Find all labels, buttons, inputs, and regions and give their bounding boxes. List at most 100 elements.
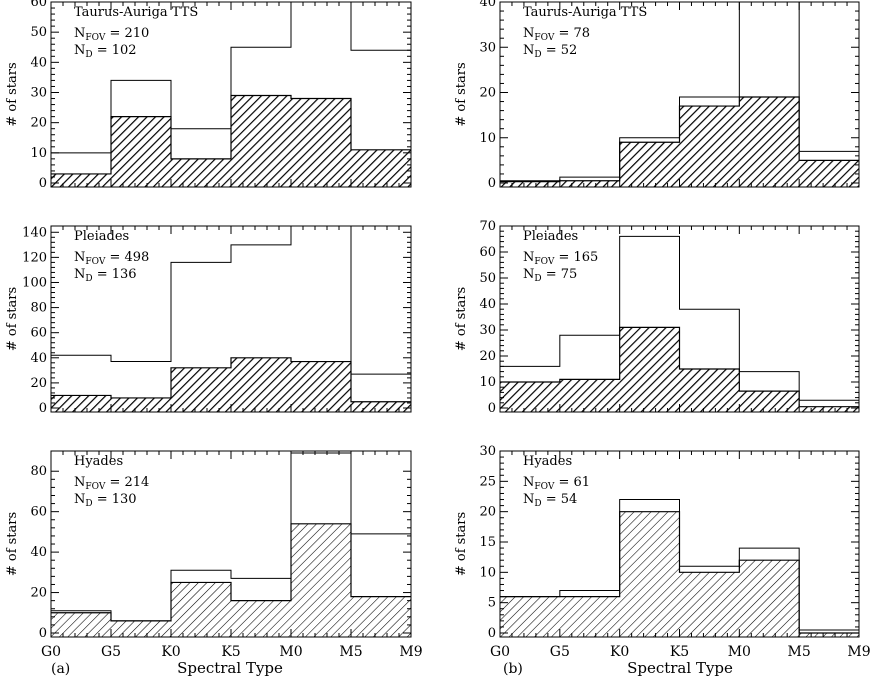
y-tick-label: 60 <box>30 505 47 520</box>
fov-step-line <box>51 452 411 622</box>
hatched-bar <box>559 379 620 412</box>
y-tick-label: 20 <box>479 505 496 520</box>
hatched-bar <box>351 401 411 412</box>
panel-4: 0 10 20 30 40 50 60 70 # of stars Pleiades NFOV = … <box>454 219 860 416</box>
y-axis-label: # of stars <box>5 62 20 126</box>
n-d-stat: ND = 52 <box>523 43 577 60</box>
panel-5: 0 20 40 60 80 G0 G5 K0 K5 M0 M5 M9 # of stars Hyades N… <box>5 450 423 660</box>
y-tick-label: 30 <box>479 323 496 338</box>
x-tick-label: K0 <box>161 644 180 660</box>
hatched-bar <box>291 361 351 412</box>
n-fov-stat: NFOV = 61 <box>523 475 590 492</box>
y-tick-label: 60 <box>30 326 47 341</box>
hatched-bar <box>619 327 680 412</box>
hatched-bar <box>739 97 800 187</box>
y-tick-label: 25 <box>479 474 496 489</box>
x-tick-label: M0 <box>728 644 751 660</box>
panel-2: 0 10 20 30 40 # of stars Taurus-Auriga TTS NFOV… <box>454 0 860 191</box>
n-fov-stat: NFOV = 78 <box>523 26 590 43</box>
hatched-bar <box>500 596 560 637</box>
x-tick-label: G5 <box>101 644 121 660</box>
hatched-bar <box>51 395 111 412</box>
panel-title: Pleiades <box>523 229 578 244</box>
x-tick-label: K5 <box>670 644 689 660</box>
y-axis-label: # of stars <box>5 512 20 576</box>
hatched-bar <box>231 600 291 637</box>
x-axis-label-left: Spectral Type <box>177 659 283 677</box>
y-tick-label: 0 <box>488 176 496 191</box>
n-d-stat: ND = 54 <box>523 492 577 509</box>
x-tick-label: M5 <box>788 644 811 660</box>
x-tick-label: G5 <box>550 644 570 660</box>
hatched-bar <box>111 116 171 187</box>
y-tick-label: 60 <box>479 245 496 260</box>
hatched-bar <box>619 142 680 187</box>
hatched-bar <box>171 367 231 412</box>
n-d-stat: ND = 75 <box>523 267 577 284</box>
y-tick-label: 70 <box>479 219 496 234</box>
fov-step-line <box>51 225 411 375</box>
hatched-bar <box>51 612 111 637</box>
y-tick-label: 40 <box>479 0 496 10</box>
y-tick-label: 40 <box>30 545 47 560</box>
fov-step-line <box>500 235 859 401</box>
y-axis-label: # of stars <box>454 62 469 126</box>
hatched-bar <box>799 406 859 412</box>
y-tick-label: 140 <box>22 225 47 240</box>
y-tick-label: 120 <box>22 250 47 265</box>
y-tick-label: 20 <box>30 586 47 601</box>
y-tick-label: 5 <box>488 596 496 611</box>
y-axis-label: # of stars <box>5 287 20 351</box>
y-tick-label: 0 <box>488 401 496 416</box>
y-tick-label: 10 <box>30 146 47 161</box>
hatched-bar <box>679 572 740 637</box>
y-tick-label: 60 <box>30 0 47 10</box>
y-tick-label: 10 <box>479 375 496 390</box>
hatched-bar <box>500 181 560 187</box>
panel-title: Hyades <box>74 454 123 469</box>
y-tick-label: 0 <box>39 176 47 191</box>
x-tick-label: K0 <box>610 644 629 660</box>
y-tick-label: 0 <box>39 626 47 641</box>
y-tick-label: 20 <box>30 376 47 391</box>
x-tick-label: K5 <box>221 644 240 660</box>
n-d-stat: ND = 102 <box>74 43 137 60</box>
hatched-bar <box>739 560 800 637</box>
panel-title: Taurus-Auriga TTS <box>74 5 198 20</box>
fov-step-line <box>51 1 411 154</box>
n-fov-stat: NFOV = 214 <box>74 475 149 492</box>
hatched-bar <box>679 369 740 412</box>
panel-label-a: (a) <box>51 661 70 677</box>
hatched-bar <box>231 357 291 412</box>
y-tick-label: 50 <box>479 271 496 286</box>
panel-title: Hyades <box>523 454 572 469</box>
y-axis-label: # of stars <box>454 512 469 576</box>
y-tick-label: 40 <box>479 297 496 312</box>
hatched-bar <box>231 95 291 187</box>
panel-title: Pleiades <box>74 229 129 244</box>
n-fov-stat: NFOV = 498 <box>74 250 149 267</box>
panel-6: 0 5 10 15 20 25 30 G0 G5 K0 K5 M0 M5 M9 # of stars Hyad… <box>454 444 871 660</box>
n-fov-stat: NFOV = 165 <box>523 250 598 267</box>
x-axis-label-right: Spectral Type <box>627 659 733 677</box>
hatched-bar <box>679 106 740 187</box>
hatched-bar <box>500 382 560 412</box>
y-tick-label: 30 <box>479 444 496 459</box>
y-tick-label: 20 <box>479 349 496 364</box>
hatched-bar <box>291 98 351 187</box>
y-tick-label: 10 <box>479 131 496 146</box>
y-tick-label: 20 <box>479 86 496 101</box>
hatched-bar <box>799 633 859 637</box>
y-tick-label: 10 <box>479 565 496 580</box>
hatched-bar <box>111 620 171 637</box>
x-tick-label: M0 <box>279 644 302 660</box>
y-tick-label: 80 <box>30 301 47 316</box>
hatched-bar <box>559 596 620 637</box>
y-tick-label: 100 <box>22 275 47 290</box>
x-tick-label: M5 <box>339 644 362 660</box>
x-tick-label: M9 <box>399 644 422 660</box>
hatched-bar <box>351 149 411 187</box>
n-d-stat: ND = 130 <box>74 492 137 509</box>
hatched-bar <box>171 582 231 637</box>
